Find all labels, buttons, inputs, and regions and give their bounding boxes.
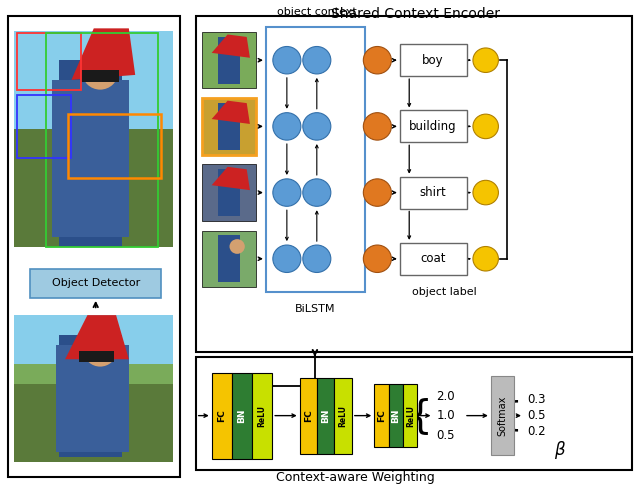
FancyBboxPatch shape — [59, 335, 122, 458]
FancyBboxPatch shape — [59, 60, 122, 246]
Text: {: { — [500, 399, 522, 432]
Ellipse shape — [364, 179, 392, 206]
Text: BN: BN — [391, 408, 401, 423]
FancyBboxPatch shape — [79, 351, 114, 362]
FancyBboxPatch shape — [399, 176, 467, 209]
FancyBboxPatch shape — [196, 357, 632, 469]
Ellipse shape — [303, 245, 331, 273]
Ellipse shape — [273, 46, 301, 74]
Text: ReLU: ReLU — [406, 405, 415, 426]
Ellipse shape — [230, 173, 245, 188]
Text: 0.5: 0.5 — [436, 429, 455, 442]
Text: β: β — [554, 441, 564, 459]
Text: boy: boy — [422, 54, 444, 67]
FancyBboxPatch shape — [403, 384, 417, 448]
FancyBboxPatch shape — [14, 31, 173, 134]
Ellipse shape — [364, 113, 392, 140]
Text: Object Detector: Object Detector — [52, 278, 140, 288]
FancyBboxPatch shape — [14, 315, 173, 462]
Text: Shared Context Encoder: Shared Context Encoder — [331, 6, 500, 21]
Ellipse shape — [83, 55, 118, 90]
Text: 0.2: 0.2 — [527, 425, 546, 438]
FancyBboxPatch shape — [196, 16, 632, 352]
FancyBboxPatch shape — [335, 378, 352, 454]
Text: BN: BN — [237, 408, 246, 423]
FancyBboxPatch shape — [52, 80, 129, 237]
FancyBboxPatch shape — [399, 110, 467, 142]
Ellipse shape — [303, 179, 331, 206]
FancyBboxPatch shape — [218, 103, 241, 150]
Ellipse shape — [230, 107, 245, 121]
FancyBboxPatch shape — [14, 31, 173, 246]
FancyBboxPatch shape — [232, 373, 252, 458]
FancyBboxPatch shape — [218, 236, 241, 282]
FancyBboxPatch shape — [14, 315, 173, 364]
Ellipse shape — [473, 114, 499, 139]
FancyBboxPatch shape — [212, 373, 232, 458]
FancyBboxPatch shape — [81, 70, 119, 82]
FancyBboxPatch shape — [202, 32, 256, 88]
FancyBboxPatch shape — [374, 384, 388, 448]
Ellipse shape — [473, 180, 499, 205]
FancyBboxPatch shape — [14, 384, 173, 462]
Text: Softmax: Softmax — [497, 395, 508, 436]
Text: FC: FC — [377, 409, 386, 422]
Ellipse shape — [273, 179, 301, 206]
FancyBboxPatch shape — [202, 231, 256, 287]
Text: ReLU: ReLU — [258, 405, 267, 426]
Text: {: { — [407, 397, 431, 435]
FancyBboxPatch shape — [202, 98, 256, 155]
Ellipse shape — [364, 46, 392, 74]
FancyBboxPatch shape — [56, 345, 129, 453]
Polygon shape — [212, 101, 250, 124]
FancyBboxPatch shape — [14, 129, 173, 246]
Text: BiLSTM: BiLSTM — [294, 304, 335, 314]
Text: 0.3: 0.3 — [527, 393, 545, 406]
Ellipse shape — [273, 113, 301, 140]
Text: 1.0: 1.0 — [436, 409, 455, 422]
Text: building: building — [410, 120, 457, 133]
FancyBboxPatch shape — [202, 164, 256, 221]
Polygon shape — [72, 29, 135, 80]
FancyBboxPatch shape — [252, 373, 272, 458]
FancyBboxPatch shape — [491, 377, 514, 455]
FancyBboxPatch shape — [30, 269, 161, 298]
FancyBboxPatch shape — [399, 44, 467, 76]
Ellipse shape — [364, 245, 392, 273]
Polygon shape — [212, 167, 250, 190]
Ellipse shape — [273, 245, 301, 273]
Text: Context-aware Weighting: Context-aware Weighting — [276, 471, 435, 485]
Text: object context: object context — [277, 7, 356, 17]
FancyBboxPatch shape — [218, 37, 241, 83]
Polygon shape — [212, 35, 250, 58]
FancyBboxPatch shape — [399, 243, 467, 275]
FancyBboxPatch shape — [266, 27, 365, 292]
Ellipse shape — [303, 46, 331, 74]
Ellipse shape — [230, 40, 245, 55]
Text: 2.0: 2.0 — [436, 389, 455, 402]
FancyBboxPatch shape — [8, 16, 180, 477]
FancyBboxPatch shape — [317, 378, 335, 454]
Text: ReLU: ReLU — [339, 405, 348, 426]
Text: BN: BN — [321, 408, 330, 423]
Text: coat: coat — [420, 252, 446, 265]
Ellipse shape — [230, 239, 245, 254]
Text: FC: FC — [304, 409, 313, 422]
Text: 0.5: 0.5 — [527, 409, 545, 422]
FancyBboxPatch shape — [218, 169, 241, 216]
Text: FC: FC — [217, 409, 227, 422]
Text: object label: object label — [412, 287, 477, 297]
Text: shirt: shirt — [420, 186, 447, 199]
Polygon shape — [65, 315, 129, 359]
Ellipse shape — [84, 337, 116, 367]
Ellipse shape — [473, 48, 499, 72]
Ellipse shape — [303, 113, 331, 140]
FancyBboxPatch shape — [388, 384, 403, 448]
FancyBboxPatch shape — [300, 378, 317, 454]
Ellipse shape — [473, 246, 499, 271]
